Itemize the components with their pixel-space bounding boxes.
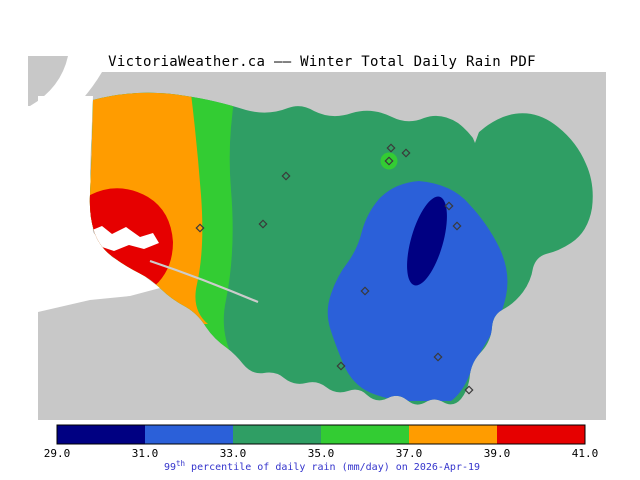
figure-title: VictoriaWeather.ca —— Winter Total Daily…	[108, 54, 536, 70]
caption-prefix: 99	[164, 462, 176, 473]
local-max-spot-35-37	[380, 152, 398, 170]
inlet-basin	[89, 226, 159, 251]
colorbar-tick: 31.0	[132, 447, 159, 460]
station-diamond-icon	[195, 223, 205, 233]
colorbar-tick-labels: 29.0 31.0 33.0 35.0 37.0 39.0 41.0	[44, 447, 599, 460]
colorbar	[56, 424, 586, 445]
station-marker	[281, 171, 291, 181]
station-marker	[464, 385, 474, 395]
station-marker	[452, 221, 462, 231]
station-marker	[433, 352, 443, 362]
river-inlet-line	[149, 259, 259, 304]
colorbar-segment-31.0-33.0	[145, 425, 233, 444]
station-markers	[195, 143, 474, 395]
caption-superscript: th	[176, 459, 185, 468]
caption-suffix: percentile of daily rain (mm/day) on 202…	[185, 462, 480, 473]
colorbar-segment-37.0-39.0	[409, 425, 497, 444]
contour-band-31-33	[327, 181, 508, 401]
station-diamond-icon	[452, 221, 462, 231]
colorbar-segment-35.0-37.0	[321, 425, 409, 444]
colorbar-tick: 35.0	[308, 447, 335, 460]
colorbar-border	[56, 424, 586, 445]
station-diamond-icon	[258, 219, 268, 229]
station-marker	[386, 143, 396, 153]
colorbar-tick: 33.0	[220, 447, 247, 460]
coastline-corner-piece	[28, 56, 68, 106]
station-diamond-icon	[464, 385, 474, 395]
station-marker	[360, 286, 370, 296]
colorbar-segment-33.0-35.0	[233, 425, 321, 444]
station-marker	[401, 148, 411, 158]
colorbar-tick: 41.0	[572, 447, 599, 460]
station-marker	[195, 223, 205, 233]
station-diamond-icon	[360, 286, 370, 296]
contour-band-29-31	[407, 196, 447, 286]
station-diamond-icon	[401, 148, 411, 158]
colorbar-tick: 37.0	[396, 447, 423, 460]
station-marker	[384, 156, 394, 166]
colorbar-segments	[57, 425, 585, 444]
bay-notch	[462, 107, 488, 143]
station-marker	[258, 219, 268, 229]
station-diamond-icon	[281, 171, 291, 181]
figure-caption: 99th percentile of daily rain (mm/day) o…	[164, 459, 480, 473]
station-diamond-icon	[384, 156, 394, 166]
left-margin-land	[38, 96, 160, 312]
colorbar-tick: 39.0	[484, 447, 511, 460]
station-diamond-icon	[433, 352, 443, 362]
station-marker	[336, 361, 346, 371]
map-area	[28, 56, 606, 420]
station-marker	[444, 201, 454, 211]
station-diamond-icon	[386, 143, 396, 153]
station-diamond-icon	[444, 201, 454, 211]
station-diamond-icon	[336, 361, 346, 371]
colorbar-segment-39.0-41.0	[497, 425, 585, 444]
colorbar-segment-29.0-31.0	[57, 425, 145, 444]
colorbar-tick: 29.0	[44, 447, 71, 460]
